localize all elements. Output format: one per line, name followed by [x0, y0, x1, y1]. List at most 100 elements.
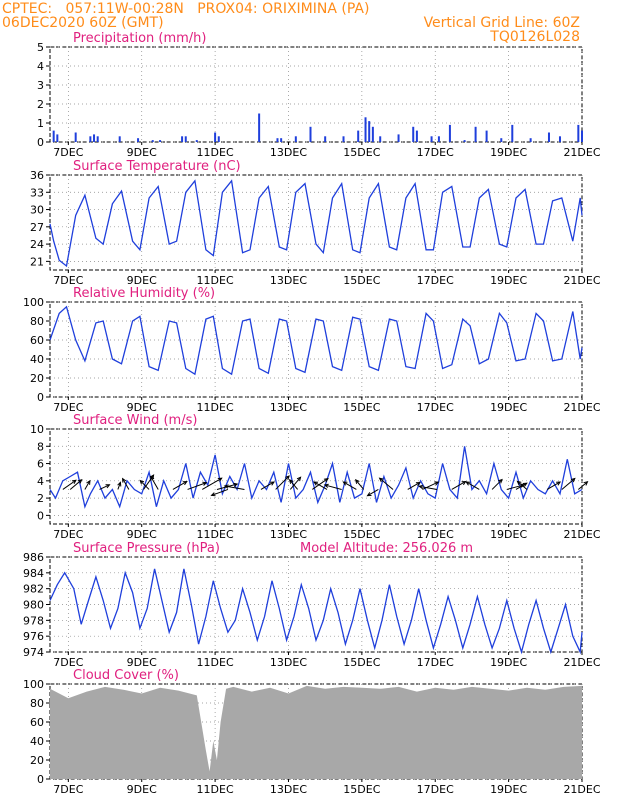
precip-bar	[184, 136, 187, 142]
precip-bar	[547, 132, 550, 142]
y-tick-label: 40	[30, 353, 44, 366]
wind-arrow-head	[182, 480, 188, 486]
wind-arrow-head	[434, 481, 440, 486]
wind-arrow-head	[77, 479, 83, 484]
y-tick-label: 80	[30, 697, 44, 710]
wind-arrow	[69, 479, 82, 490]
x-tick-label: 9DEC	[127, 656, 157, 669]
wind-arrow-head	[556, 481, 562, 486]
x-tick-label: 9DEC	[127, 528, 157, 541]
y-tick-label: 4	[37, 60, 44, 73]
wind-arrow	[84, 480, 91, 490]
wind-arrow	[313, 481, 328, 490]
precip-bar	[258, 113, 261, 142]
precip-bar	[581, 130, 583, 142]
panel-title: Precipitation (mm/h)	[73, 31, 206, 46]
precip-bar	[430, 136, 433, 142]
y-tick-label: 982	[23, 583, 44, 596]
wind-arrow-head	[342, 481, 348, 486]
y-tick-label: 40	[30, 735, 44, 748]
panel-2	[46, 301, 583, 400]
wind-arrow-head	[269, 481, 275, 486]
wind-arrow-head	[418, 484, 424, 490]
precip-bar	[74, 132, 77, 142]
precip-bar	[437, 136, 440, 142]
precip-bar	[294, 136, 297, 142]
precip-bar	[159, 140, 162, 142]
precip-bar	[93, 134, 96, 142]
x-tick-label: 7DEC	[53, 783, 83, 796]
x-tick-label: 11DEC	[197, 274, 234, 287]
panel-1	[46, 174, 583, 273]
precip-bar	[276, 138, 279, 142]
y-tick-label: 0	[37, 391, 44, 404]
precip-bar	[511, 124, 514, 142]
y-tick-label: 36	[30, 169, 44, 182]
y-tick-label: 21	[30, 255, 44, 268]
wind-arrow	[515, 482, 528, 490]
wind-arrow	[561, 478, 576, 490]
precip-bar	[181, 136, 184, 142]
wind-arrow-head	[86, 479, 91, 485]
panel-frame	[49, 174, 583, 271]
y-tick-label: 978	[23, 614, 44, 627]
wind-arrow-head	[323, 483, 329, 488]
x-tick-label: 7DEC	[53, 528, 83, 541]
y-tick-label: 3	[37, 79, 44, 92]
x-tick-label: 15DEC	[343, 274, 380, 287]
precip-bar	[342, 136, 345, 142]
precip-bar	[56, 134, 59, 142]
panel-title: Surface Wind (m/s)	[73, 413, 197, 428]
x-tick-label: 21DEC	[563, 274, 600, 287]
precip-bar	[96, 136, 99, 142]
precip-bar	[195, 140, 198, 142]
y-tick-label: 5	[37, 41, 44, 54]
wind-arrow	[419, 485, 438, 490]
y-tick-label: 20	[30, 754, 44, 767]
panel-title: Cloud Cover (%)	[73, 668, 179, 683]
wind-arrow	[466, 481, 480, 490]
wind-arrow-head	[122, 477, 127, 483]
precip-bar	[463, 140, 466, 142]
panel-title: Relative Humidity (%)	[73, 286, 215, 301]
wind-arrow-head	[71, 479, 77, 485]
panel-5	[46, 683, 583, 782]
wind-arrow	[150, 476, 159, 490]
wind-arrow	[172, 481, 188, 490]
precip-bar	[412, 126, 415, 142]
precip-bar	[415, 130, 418, 142]
y-tick-label: 20	[30, 372, 44, 385]
y-tick-label: 30	[30, 204, 44, 217]
x-tick-label: 21DEC	[563, 146, 600, 159]
y-tick-label: 8	[37, 440, 44, 453]
x-tick-label: 15DEC	[343, 528, 380, 541]
precip-bar	[217, 136, 220, 142]
precip-bar	[558, 136, 561, 142]
y-tick-label: 0	[37, 773, 44, 786]
precip-bar	[474, 126, 477, 142]
precip-bar	[397, 134, 400, 142]
series-line	[49, 568, 583, 655]
x-tick-label: 13DEC	[270, 146, 307, 159]
precip-bar	[52, 130, 55, 142]
panel-annotation: Model Altitude: 256.026 m	[300, 541, 473, 556]
y-tick-label: 986	[23, 551, 44, 564]
y-tick-label: 2	[37, 98, 44, 111]
x-tick-label: 11DEC	[197, 401, 234, 414]
wind-arrow-head	[570, 477, 576, 483]
x-tick-label: 19DEC	[490, 146, 527, 159]
x-tick-label: 15DEC	[343, 146, 380, 159]
panel-3	[46, 428, 589, 527]
series-line	[49, 446, 583, 509]
wind-arrow	[578, 481, 588, 490]
wind-arrow-head	[465, 481, 471, 486]
x-tick-label: 7DEC	[53, 656, 83, 669]
x-tick-label: 13DEC	[270, 401, 307, 414]
wind-arrow-head	[217, 477, 223, 482]
x-tick-label: 19DEC	[490, 656, 527, 669]
panel-frame	[49, 46, 583, 143]
x-tick-label: 11DEC	[197, 528, 234, 541]
panel-0	[46, 46, 583, 145]
precip-bar	[137, 138, 140, 142]
